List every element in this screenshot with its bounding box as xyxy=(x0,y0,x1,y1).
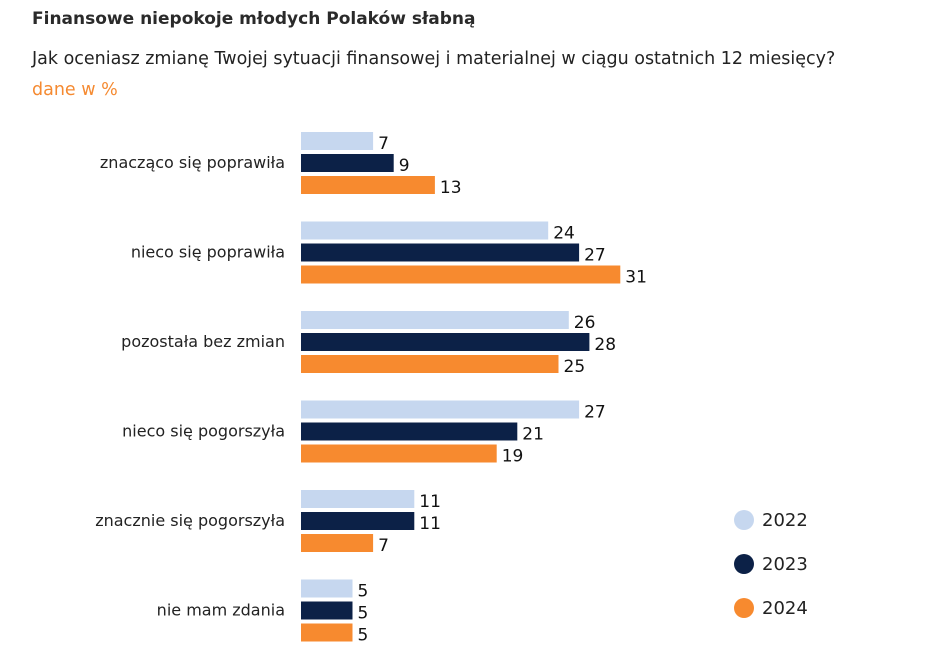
data-label: 5 xyxy=(358,604,369,624)
data-label: 11 xyxy=(419,492,441,512)
bar-2023 xyxy=(301,601,353,620)
category-label: pozostała bez zmian xyxy=(121,332,285,351)
legend-marker xyxy=(734,510,754,530)
bar-2023 xyxy=(301,243,580,262)
bar-2022 xyxy=(301,221,549,240)
bar-2023 xyxy=(301,422,518,441)
bar-2024 xyxy=(301,355,559,373)
legend-label: 2022 xyxy=(762,510,808,531)
data-label: 7 xyxy=(378,134,389,154)
bar-2024 xyxy=(301,265,621,284)
chart-title: Finansowe niepokoje młodych Polaków słab… xyxy=(32,9,476,29)
data-label: 21 xyxy=(522,425,544,445)
bar-2024 xyxy=(301,534,374,552)
data-label: 31 xyxy=(625,268,647,288)
bar-2023 xyxy=(301,154,394,172)
data-label: 9 xyxy=(399,156,410,176)
bar-2022 xyxy=(301,400,580,419)
data-label: 5 xyxy=(358,582,369,602)
category-label: nie mam zdania xyxy=(157,601,285,620)
bar-2023 xyxy=(301,512,415,530)
data-label: 27 xyxy=(584,403,606,423)
legend-label: 2023 xyxy=(762,554,808,575)
data-label: 27 xyxy=(584,246,606,266)
data-label: 28 xyxy=(594,335,616,355)
data-label: 11 xyxy=(419,514,441,534)
category-label: znacznie się pogorszyła xyxy=(95,511,285,530)
data-label: 13 xyxy=(440,178,462,198)
unit-note: dane w % xyxy=(32,80,118,100)
bar-2024 xyxy=(301,623,353,642)
bar-2022 xyxy=(301,132,374,150)
data-label: 26 xyxy=(574,313,596,333)
chart-subtitle: Jak oceniasz zmianę Twojej sytuacji fina… xyxy=(32,49,836,69)
legend-label: 2024 xyxy=(762,598,808,619)
bar-2022 xyxy=(301,490,415,508)
bar-2023 xyxy=(301,333,590,351)
legend-marker xyxy=(734,554,754,574)
bar-2022 xyxy=(301,579,353,598)
data-label: 19 xyxy=(502,447,524,467)
category-label: nieco się poprawiła xyxy=(131,243,285,262)
bar-2024 xyxy=(301,444,497,463)
bar-2022 xyxy=(301,311,569,329)
legend-marker xyxy=(734,598,754,618)
data-label: 24 xyxy=(553,224,575,244)
data-label: 5 xyxy=(358,626,369,646)
bar-2024 xyxy=(301,176,435,194)
category-label: nieco się pogorszyła xyxy=(122,422,285,441)
data-label: 7 xyxy=(378,536,389,556)
category-label: znacząco się poprawiła xyxy=(100,153,285,172)
data-label: 25 xyxy=(564,357,586,377)
